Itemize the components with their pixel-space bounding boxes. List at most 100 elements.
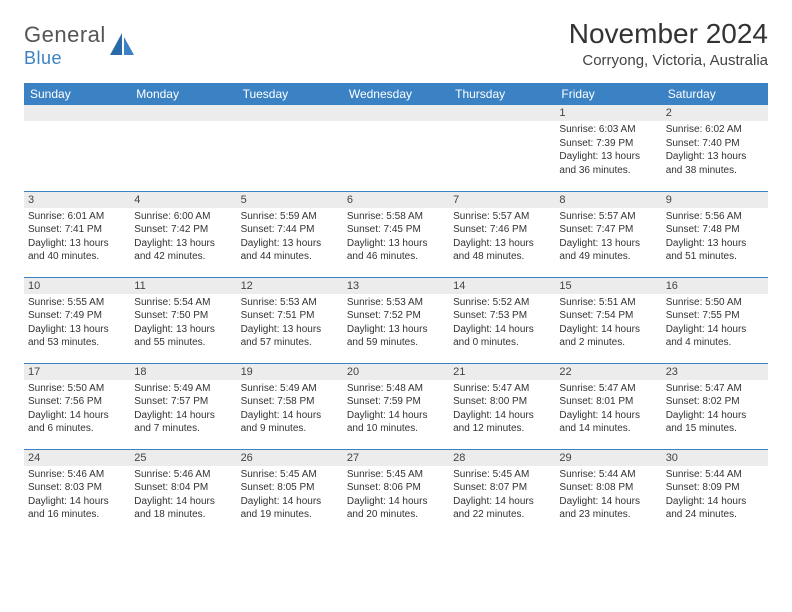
calendar-cell: 9Sunrise: 5:56 AMSunset: 7:48 PMDaylight… xyxy=(662,191,768,277)
daylight-line: Daylight: 14 hours and 20 minutes. xyxy=(347,495,445,522)
calendar-cell: 10Sunrise: 5:55 AMSunset: 7:49 PMDayligh… xyxy=(24,277,130,363)
sunrise-line: Sunrise: 6:03 AM xyxy=(559,123,657,137)
calendar-cell: 18Sunrise: 5:49 AMSunset: 7:57 PMDayligh… xyxy=(130,363,236,449)
calendar-cell: 21Sunrise: 5:47 AMSunset: 8:00 PMDayligh… xyxy=(449,363,555,449)
daylight-line: Daylight: 13 hours and 57 minutes. xyxy=(241,323,339,350)
sunrise-line: Sunrise: 6:02 AM xyxy=(666,123,764,137)
sunrise-line: Sunrise: 5:50 AM xyxy=(28,382,126,396)
day-number: 22 xyxy=(555,364,661,380)
location: Corryong, Victoria, Australia xyxy=(569,52,768,69)
day-number: 29 xyxy=(555,450,661,466)
day-content: Sunrise: 5:45 AMSunset: 8:06 PMDaylight:… xyxy=(343,466,449,524)
daylight-line: Daylight: 14 hours and 10 minutes. xyxy=(347,409,445,436)
day-number: 23 xyxy=(662,364,768,380)
calendar-cell: 30Sunrise: 5:44 AMSunset: 8:09 PMDayligh… xyxy=(662,449,768,535)
sunset-line: Sunset: 7:56 PM xyxy=(28,395,126,409)
daylight-line: Daylight: 13 hours and 53 minutes. xyxy=(28,323,126,350)
sunset-line: Sunset: 7:55 PM xyxy=(666,309,764,323)
daylight-line: Daylight: 14 hours and 15 minutes. xyxy=(666,409,764,436)
daylight-line: Daylight: 13 hours and 40 minutes. xyxy=(28,237,126,264)
weekday-friday: Friday xyxy=(555,83,661,105)
day-number-empty xyxy=(343,105,449,121)
daylight-line: Daylight: 14 hours and 2 minutes. xyxy=(559,323,657,350)
sunrise-line: Sunrise: 5:52 AM xyxy=(453,296,551,310)
sunrise-line: Sunrise: 5:58 AM xyxy=(347,210,445,224)
day-number: 6 xyxy=(343,192,449,208)
calendar-cell xyxy=(237,105,343,191)
calendar-row: 1Sunrise: 6:03 AMSunset: 7:39 PMDaylight… xyxy=(24,105,768,191)
sunset-line: Sunset: 7:57 PM xyxy=(134,395,232,409)
day-number: 14 xyxy=(449,278,555,294)
calendar-cell: 26Sunrise: 5:45 AMSunset: 8:05 PMDayligh… xyxy=(237,449,343,535)
sunrise-line: Sunrise: 6:01 AM xyxy=(28,210,126,224)
sunrise-line: Sunrise: 5:45 AM xyxy=(241,468,339,482)
calendar-body: 1Sunrise: 6:03 AMSunset: 7:39 PMDaylight… xyxy=(24,105,768,535)
day-content: Sunrise: 5:57 AMSunset: 7:46 PMDaylight:… xyxy=(449,208,555,266)
sunrise-line: Sunrise: 5:51 AM xyxy=(559,296,657,310)
day-content: Sunrise: 5:55 AMSunset: 7:49 PMDaylight:… xyxy=(24,294,130,352)
daylight-line: Daylight: 14 hours and 14 minutes. xyxy=(559,409,657,436)
sunrise-line: Sunrise: 5:53 AM xyxy=(347,296,445,310)
daylight-line: Daylight: 13 hours and 46 minutes. xyxy=(347,237,445,264)
day-content: Sunrise: 5:51 AMSunset: 7:54 PMDaylight:… xyxy=(555,294,661,352)
logo: General Blue xyxy=(24,22,136,69)
weekday-wednesday: Wednesday xyxy=(343,83,449,105)
day-content: Sunrise: 5:50 AMSunset: 7:55 PMDaylight:… xyxy=(662,294,768,352)
daylight-line: Daylight: 13 hours and 38 minutes. xyxy=(666,150,764,177)
day-content: Sunrise: 5:48 AMSunset: 7:59 PMDaylight:… xyxy=(343,380,449,438)
day-number: 10 xyxy=(24,278,130,294)
day-number: 30 xyxy=(662,450,768,466)
daylight-line: Daylight: 13 hours and 48 minutes. xyxy=(453,237,551,264)
day-number: 28 xyxy=(449,450,555,466)
day-content: Sunrise: 5:56 AMSunset: 7:48 PMDaylight:… xyxy=(662,208,768,266)
sunset-line: Sunset: 7:41 PM xyxy=(28,223,126,237)
sunset-line: Sunset: 7:45 PM xyxy=(347,223,445,237)
calendar-cell: 25Sunrise: 5:46 AMSunset: 8:04 PMDayligh… xyxy=(130,449,236,535)
sunrise-line: Sunrise: 5:44 AM xyxy=(559,468,657,482)
day-content: Sunrise: 5:58 AMSunset: 7:45 PMDaylight:… xyxy=(343,208,449,266)
calendar-cell: 5Sunrise: 5:59 AMSunset: 7:44 PMDaylight… xyxy=(237,191,343,277)
calendar-cell xyxy=(449,105,555,191)
sunset-line: Sunset: 8:00 PM xyxy=(453,395,551,409)
sunset-line: Sunset: 7:58 PM xyxy=(241,395,339,409)
calendar-row: 17Sunrise: 5:50 AMSunset: 7:56 PMDayligh… xyxy=(24,363,768,449)
sunrise-line: Sunrise: 5:45 AM xyxy=(453,468,551,482)
day-content: Sunrise: 5:53 AMSunset: 7:52 PMDaylight:… xyxy=(343,294,449,352)
sunrise-line: Sunrise: 5:44 AM xyxy=(666,468,764,482)
weekday-monday: Monday xyxy=(130,83,236,105)
calendar-cell: 27Sunrise: 5:45 AMSunset: 8:06 PMDayligh… xyxy=(343,449,449,535)
sunrise-line: Sunrise: 5:54 AM xyxy=(134,296,232,310)
sunset-line: Sunset: 8:05 PM xyxy=(241,481,339,495)
sunset-line: Sunset: 7:54 PM xyxy=(559,309,657,323)
sunrise-line: Sunrise: 5:46 AM xyxy=(28,468,126,482)
calendar-cell: 8Sunrise: 5:57 AMSunset: 7:47 PMDaylight… xyxy=(555,191,661,277)
weekday-saturday: Saturday xyxy=(662,83,768,105)
day-content: Sunrise: 5:59 AMSunset: 7:44 PMDaylight:… xyxy=(237,208,343,266)
daylight-line: Daylight: 14 hours and 19 minutes. xyxy=(241,495,339,522)
sunrise-line: Sunrise: 5:55 AM xyxy=(28,296,126,310)
sunset-line: Sunset: 8:09 PM xyxy=(666,481,764,495)
sunset-line: Sunset: 7:52 PM xyxy=(347,309,445,323)
sunset-line: Sunset: 8:03 PM xyxy=(28,481,126,495)
day-content: Sunrise: 5:47 AMSunset: 8:01 PMDaylight:… xyxy=(555,380,661,438)
calendar-cell xyxy=(24,105,130,191)
sunrise-line: Sunrise: 5:47 AM xyxy=(559,382,657,396)
day-number: 7 xyxy=(449,192,555,208)
calendar-cell: 11Sunrise: 5:54 AMSunset: 7:50 PMDayligh… xyxy=(130,277,236,363)
sunrise-line: Sunrise: 5:57 AM xyxy=(559,210,657,224)
day-number: 12 xyxy=(237,278,343,294)
sunset-line: Sunset: 7:48 PM xyxy=(666,223,764,237)
daylight-line: Daylight: 14 hours and 12 minutes. xyxy=(453,409,551,436)
calendar-cell: 1Sunrise: 6:03 AMSunset: 7:39 PMDaylight… xyxy=(555,105,661,191)
day-content: Sunrise: 6:02 AMSunset: 7:40 PMDaylight:… xyxy=(662,121,768,179)
calendar-cell: 22Sunrise: 5:47 AMSunset: 8:01 PMDayligh… xyxy=(555,363,661,449)
day-content: Sunrise: 5:49 AMSunset: 7:58 PMDaylight:… xyxy=(237,380,343,438)
calendar-cell: 4Sunrise: 6:00 AMSunset: 7:42 PMDaylight… xyxy=(130,191,236,277)
sunrise-line: Sunrise: 5:47 AM xyxy=(666,382,764,396)
day-number-empty xyxy=(24,105,130,121)
sunset-line: Sunset: 7:47 PM xyxy=(559,223,657,237)
day-content: Sunrise: 6:01 AMSunset: 7:41 PMDaylight:… xyxy=(24,208,130,266)
sunset-line: Sunset: 8:08 PM xyxy=(559,481,657,495)
daylight-line: Daylight: 14 hours and 4 minutes. xyxy=(666,323,764,350)
sunset-line: Sunset: 7:50 PM xyxy=(134,309,232,323)
